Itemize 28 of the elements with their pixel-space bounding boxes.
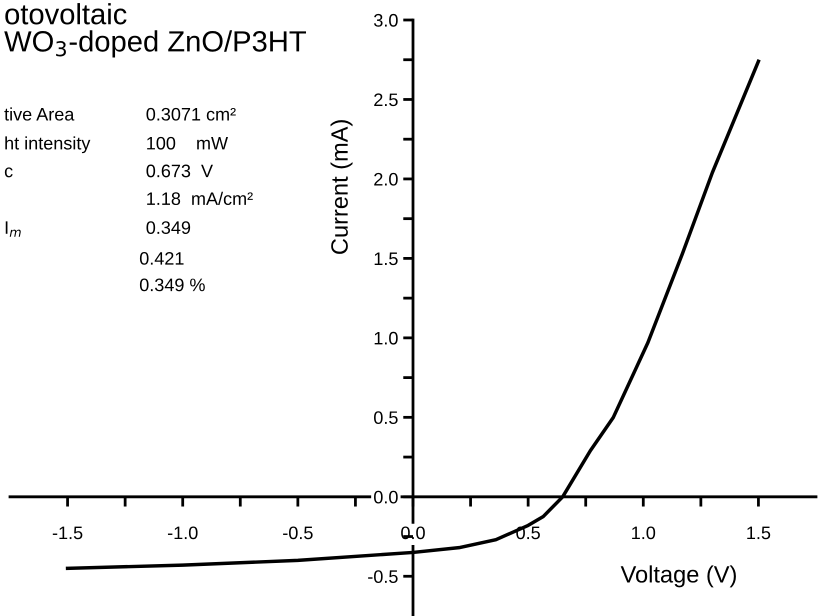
x-tick-label: -1.5 (52, 526, 82, 540)
x-tick-label: -0.5 (283, 526, 313, 540)
annotation: 0.673 V (146, 164, 213, 178)
x-axis-title: Voltage (V) (620, 565, 736, 588)
y-tick-label: 0.5 (374, 411, 398, 424)
annotation: tive Area (4, 107, 74, 121)
annotation: 0.3071 cm² (146, 108, 236, 121)
annotation: 0.349 (146, 221, 190, 234)
y-axis-title: Current (mA) (330, 120, 353, 254)
chart-title: otovoltaic WO$_{3}$-doped ZnO/P3HT (4, 3, 306, 58)
y-tick-label: 1.0 (374, 332, 398, 345)
annotation: 100 mW (147, 136, 228, 150)
x-tick-label: -1.0 (168, 526, 198, 540)
y-tick-label: 2.0 (374, 172, 398, 186)
y-tick-label: 2.5 (374, 93, 398, 106)
x-tick-label: 0.0 (401, 526, 425, 540)
y-tick-label: 1.5 (374, 252, 398, 266)
annotation: c (4, 167, 13, 178)
annotation: 1.18 mA/cm² (147, 192, 253, 206)
x-tick-label: 1.5 (747, 526, 770, 540)
x-tick-label: 1.0 (632, 526, 656, 540)
annotation: 0.349 % (140, 278, 205, 292)
annotation: 0.421 (140, 252, 184, 265)
y-tick-label: 0.0 (374, 490, 398, 504)
y-tick-label: -0.5 (368, 570, 398, 583)
annotation: I$_{m}$ (6, 221, 21, 237)
y-tick-label: 3.0 (374, 14, 398, 27)
annotation: ht intensity (5, 136, 90, 154)
